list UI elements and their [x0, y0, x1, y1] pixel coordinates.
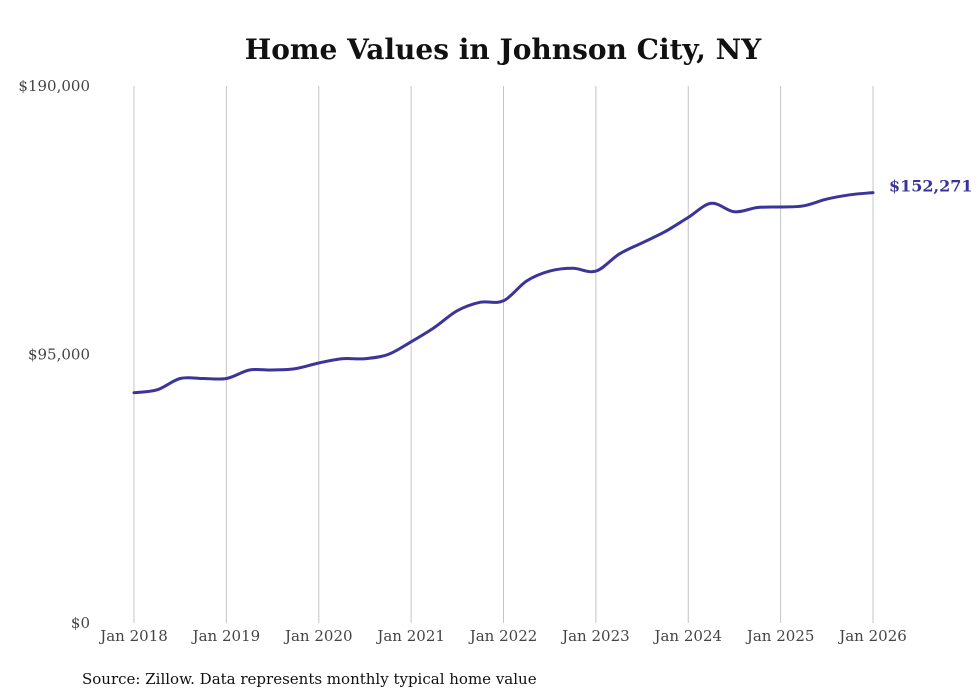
y-tick-label: $0 — [71, 614, 90, 632]
x-tick-label: Jan 2019 — [191, 627, 261, 645]
x-tick-label: Jan 2021 — [375, 627, 445, 645]
end-value-label: $152,271 — [889, 177, 973, 196]
x-tick-label: Jan 2025 — [745, 627, 815, 645]
series-line — [132, 191, 875, 395]
gridlines — [133, 86, 874, 623]
x-tick-label: Jan 2026 — [837, 627, 907, 645]
y-tick-label: $95,000 — [28, 346, 90, 364]
x-tick-label: Jan 2022 — [468, 627, 538, 645]
x-tick-label: Jan 2024 — [652, 627, 722, 645]
x-tick-label: Jan 2018 — [98, 627, 168, 645]
y-tick-label: $190,000 — [18, 77, 90, 95]
series-layer: $152,271 — [132, 177, 973, 395]
source-note: Source: Zillow. Data represents monthly … — [82, 670, 537, 688]
x-axis-ticks: Jan 2018 Jan 2019 Jan 2020 Jan 2021 Jan 2022… — [98, 627, 907, 645]
chart-title: Home Values in Johnson City, NY — [245, 33, 762, 66]
y-axis-ticks: $0 $95,000 $190,000 — [18, 77, 90, 632]
x-tick-label: Jan 2020 — [283, 627, 353, 645]
x-tick-label: Jan 2023 — [560, 627, 630, 645]
